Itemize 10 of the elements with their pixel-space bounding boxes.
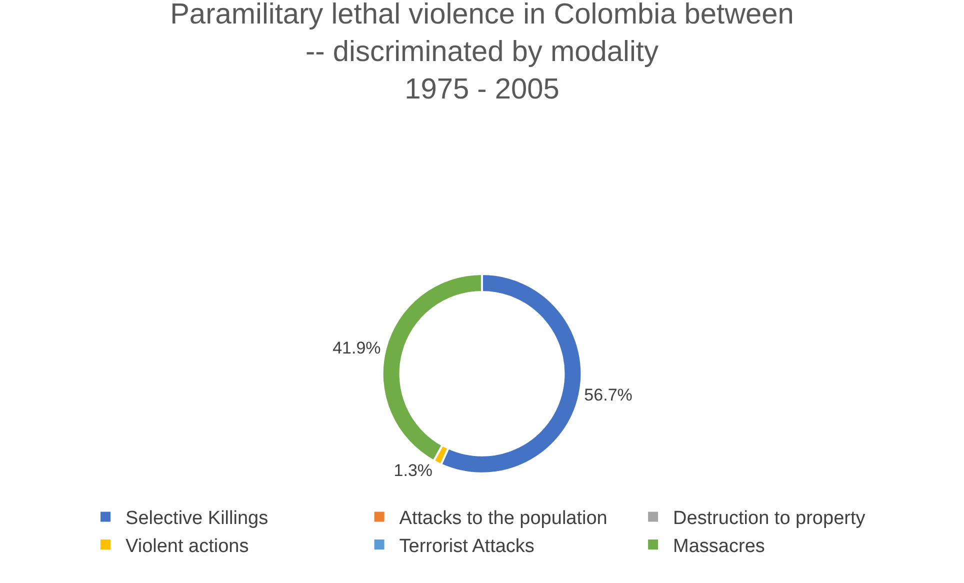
legend-label: Attacks to the population <box>399 508 608 530</box>
legend-label: Violent actions <box>126 536 249 557</box>
legend-label: Destruction to property <box>673 508 866 530</box>
legend-label: Selective Killings <box>126 508 268 530</box>
legend-label: Massacres <box>673 536 765 557</box>
data-label: 41.9% <box>332 338 381 358</box>
chart-title: Paramilitary lethal violence in Colombia between -- discriminated by modality 1975 - 2005 <box>170 0 794 106</box>
data-label: 56.7% <box>584 386 632 405</box>
data-label: 1.3% <box>394 460 433 480</box>
legend-label: Terrorist Attacks <box>399 536 534 557</box>
